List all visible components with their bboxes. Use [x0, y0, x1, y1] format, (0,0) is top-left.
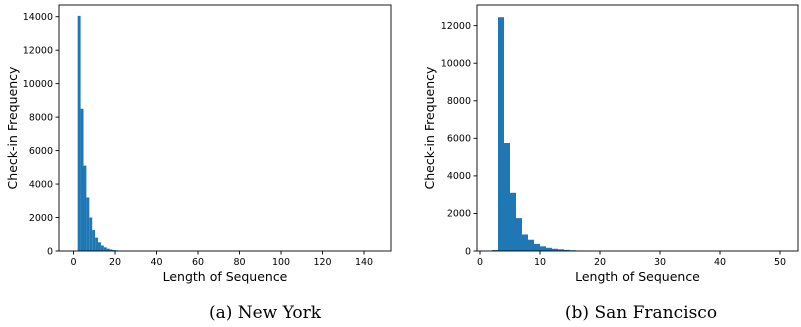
- histogram-bar: [558, 249, 564, 251]
- y-tick-label: 8000: [29, 112, 53, 123]
- chart-panel-san-francisco: 0 10 20 30 40 50 0 2000 4000 6000 8000 10000 12000 Le…: [422, 4, 799, 323]
- x-tick-label: 20: [109, 257, 121, 268]
- histogram-bar: [95, 237, 99, 251]
- histogram-bar: [510, 192, 516, 251]
- x-tick-label: 20: [594, 257, 606, 268]
- histogram-bar: [86, 197, 90, 251]
- histogram-bar: [112, 250, 116, 251]
- plot-frame: [476, 4, 799, 252]
- y-tick-label: 10000: [441, 59, 471, 70]
- x-tick-label: 10: [534, 257, 546, 268]
- histogram-bar: [109, 249, 113, 251]
- y-tick-label: 12000: [441, 21, 471, 32]
- x-tick-label: 120: [313, 257, 331, 268]
- plot-frame: [58, 4, 392, 252]
- y-tick-label: 4000: [447, 171, 471, 182]
- histogram-bar: [528, 239, 534, 251]
- histogram-bar: [92, 230, 96, 251]
- y-tick-label: 6000: [29, 146, 53, 157]
- x-tick-label: 60: [192, 257, 204, 268]
- x-tick-label: 100: [272, 257, 290, 268]
- histogram-bar: [504, 143, 510, 251]
- y-tick-label: 0: [465, 246, 471, 257]
- x-tick-label: 0: [477, 257, 483, 268]
- x-tick-label: 40: [714, 257, 726, 268]
- x-tick-label: 0: [71, 257, 77, 268]
- histogram-bar: [516, 218, 522, 251]
- y-tick-label: 8000: [447, 96, 471, 107]
- x-axis-label: Length of Sequence: [163, 269, 288, 284]
- y-tick-label: 12000: [23, 45, 53, 56]
- y-tick-label: 10000: [23, 79, 53, 90]
- x-tick-label: 40: [150, 257, 162, 268]
- y-tick-label: 14000: [23, 12, 53, 23]
- histogram-bar: [540, 246, 546, 251]
- histogram-bar: [106, 248, 110, 251]
- histogram-bar: [546, 247, 552, 251]
- x-axis-label: Length of Sequence: [575, 269, 700, 284]
- histogram-bar: [522, 234, 528, 251]
- histogram-bar: [77, 15, 81, 251]
- histogram-bar: [498, 17, 504, 252]
- y-tick-label: 6000: [447, 134, 471, 145]
- x-tick-label: 30: [654, 257, 666, 268]
- y-axis-label: Check-in Frequency: [5, 66, 20, 190]
- chart-panel-new-york: 0 20 40 60 80 100 120 140 0 2000 4000 6000 8000 10000…: [5, 4, 392, 323]
- y-tick-label: 0: [47, 246, 53, 257]
- histogram-bar: [98, 242, 101, 251]
- y-tick-label: 4000: [29, 179, 53, 190]
- histogram-bar: [564, 249, 570, 251]
- histogram-bar: [552, 248, 558, 251]
- subfigure-caption: (a) New York: [209, 303, 322, 323]
- x-tick-label: 80: [233, 257, 245, 268]
- y-tick-label: 2000: [29, 213, 53, 224]
- x-tick-label: 140: [355, 257, 373, 268]
- histogram-bar: [534, 243, 540, 251]
- y-tick-label: 2000: [447, 209, 471, 220]
- histogram-bar: [89, 217, 93, 251]
- histogram-bar: [80, 108, 84, 251]
- histogram-bar: [492, 250, 498, 251]
- histogram-bar: [83, 165, 87, 251]
- x-tick-label: 50: [774, 257, 786, 268]
- histogram-bar: [103, 247, 107, 251]
- subfigure-caption: (b) San Francisco: [565, 303, 717, 323]
- histogram-bar: [100, 245, 104, 251]
- y-axis-label: Check-in Frequency: [422, 66, 437, 190]
